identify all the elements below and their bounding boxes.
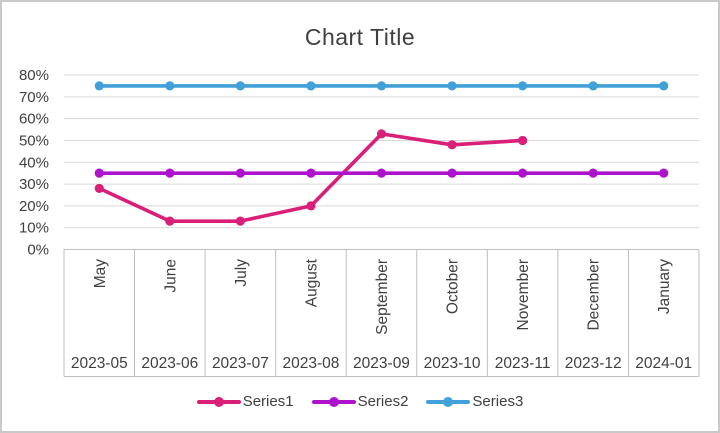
date-labels: 2023-05 2023-06 2023-07 2023-08 2023-09 2023-… (71, 355, 692, 372)
y-tick-label: 50% (19, 132, 49, 149)
series1-line-marker-icon (196, 396, 241, 407)
legend-label-series3: Series3 (472, 393, 524, 410)
month-label: December (586, 259, 603, 331)
data-point[interactable] (94, 183, 104, 194)
y-tick-label: 40% (19, 154, 49, 171)
date-label: 2023-08 (282, 355, 339, 372)
gridlines (64, 74, 699, 250)
legend-item-series3[interactable]: Series3 (426, 393, 523, 410)
y-tick-label: 70% (19, 89, 49, 106)
date-label: 2023-06 (141, 355, 198, 372)
data-point[interactable] (518, 135, 528, 146)
data-point[interactable] (659, 81, 669, 91)
data-point[interactable] (94, 81, 104, 91)
data-point[interactable] (94, 168, 104, 178)
data-point[interactable] (306, 168, 316, 178)
legend-item-series1[interactable]: Series1 (196, 393, 294, 410)
data-point[interactable] (447, 81, 457, 91)
data-point[interactable] (165, 216, 175, 226)
y-tick-label: 30% (19, 176, 49, 193)
month-label: August (303, 258, 320, 307)
data-point[interactable] (518, 168, 528, 178)
data-point[interactable] (165, 168, 175, 178)
month-label: July (233, 259, 250, 287)
y-tick-label: 0% (27, 242, 49, 259)
data-point[interactable] (235, 216, 245, 226)
chart-legend: Series1 Series2 Series3 (2, 393, 718, 410)
series3-line-marker-icon (426, 396, 471, 407)
data-point[interactable] (165, 81, 175, 91)
category-axis-band (63, 249, 700, 377)
series2-line-marker-icon (311, 396, 356, 407)
data-point[interactable] (306, 81, 316, 91)
y-tick-label: 20% (19, 198, 49, 215)
data-point[interactable] (447, 140, 457, 150)
data-point[interactable] (376, 81, 387, 91)
series-series2-line[interactable] (94, 168, 669, 178)
month-label: May (92, 259, 109, 289)
data-point[interactable] (659, 168, 669, 178)
legend-item-series2[interactable]: Series2 (311, 393, 409, 410)
series-series3-line[interactable] (94, 81, 669, 91)
month-label: January (656, 259, 673, 314)
data-point[interactable] (447, 168, 457, 178)
month-label: September (374, 259, 391, 335)
chart-title: Chart Title (304, 24, 416, 50)
data-point[interactable] (588, 81, 598, 91)
month-label: June (162, 259, 179, 293)
data-point[interactable] (376, 129, 387, 139)
data-point[interactable] (235, 81, 245, 91)
legend-label-series2: Series2 (357, 393, 409, 410)
legend-label-series1: Series1 (242, 393, 294, 410)
date-label: 2023-11 (495, 355, 551, 372)
y-tick-label: 10% (19, 220, 49, 237)
y-tick-label: 60% (19, 111, 49, 128)
date-label: 2024-01 (635, 355, 692, 372)
data-point[interactable] (235, 168, 245, 178)
y-axis-labels: 0% 10% 20% 30% 40% 50% 60% 70% 80% (19, 67, 49, 259)
month-labels: May June July August September October Novembe… (92, 258, 673, 335)
month-label: October (445, 259, 462, 314)
date-label: 2023-09 (353, 355, 410, 372)
date-label: 2023-07 (212, 355, 269, 372)
month-label: November (515, 259, 532, 331)
date-label: 2023-12 (565, 355, 622, 372)
data-point[interactable] (306, 201, 316, 211)
series-series1-line[interactable] (94, 129, 528, 226)
date-label: 2023-05 (71, 355, 128, 372)
data-point[interactable] (518, 81, 528, 91)
y-tick-label: 80% (19, 67, 49, 84)
data-point[interactable] (376, 168, 387, 178)
date-label: 2023-10 (424, 355, 481, 372)
data-point[interactable] (588, 168, 598, 178)
